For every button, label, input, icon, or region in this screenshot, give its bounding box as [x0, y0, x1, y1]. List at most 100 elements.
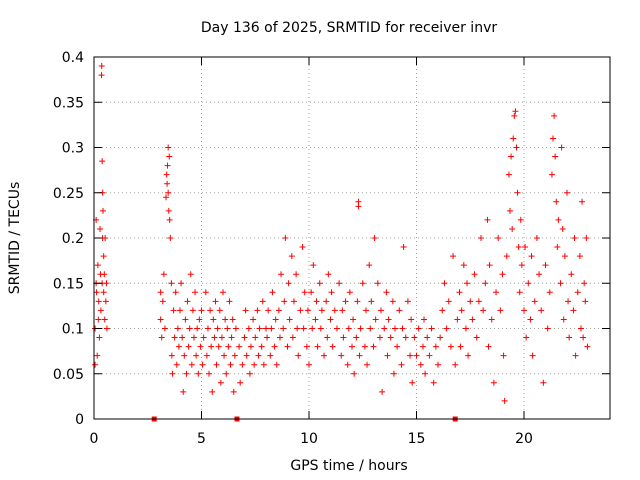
data-point — [417, 361, 424, 368]
data-point — [167, 235, 174, 241]
data-point — [560, 316, 567, 323]
data-point — [523, 334, 530, 341]
data-point — [553, 198, 560, 205]
data-point — [333, 325, 340, 332]
x-tick-label: 10 — [300, 431, 318, 447]
data-point — [458, 307, 465, 314]
data-point — [426, 352, 433, 359]
data-point — [189, 307, 196, 314]
data-point — [542, 262, 549, 269]
data-point — [571, 235, 578, 241]
data-point — [264, 334, 271, 341]
data-point — [297, 307, 304, 314]
data-point — [345, 325, 352, 332]
data-point — [407, 352, 414, 359]
data-point — [160, 271, 167, 278]
data-point — [452, 361, 459, 368]
data-point — [239, 361, 246, 368]
data-point — [259, 298, 266, 305]
data-point — [183, 370, 190, 377]
data-point — [385, 316, 392, 323]
data-point — [164, 180, 171, 187]
data-point — [215, 343, 222, 350]
data-point — [97, 307, 104, 314]
data-point — [572, 352, 579, 359]
data-point — [241, 334, 248, 341]
data-point — [550, 135, 557, 142]
y-tick-label: 0.05 — [53, 367, 84, 383]
data-point — [331, 307, 338, 314]
data-point — [194, 325, 201, 332]
data-point — [456, 289, 463, 296]
data-point — [486, 262, 493, 269]
data-point — [450, 253, 457, 260]
data-point — [359, 280, 366, 287]
data-point — [480, 307, 487, 314]
data-point — [558, 144, 565, 151]
data-point — [268, 325, 275, 332]
data-point — [357, 325, 364, 332]
data-point — [527, 316, 534, 323]
data-point — [570, 307, 577, 314]
data-point — [321, 352, 328, 359]
data-point — [250, 316, 257, 323]
data-point — [500, 352, 507, 359]
data-point — [181, 352, 188, 359]
data-point — [204, 325, 211, 332]
data-point — [559, 225, 566, 232]
data-point — [236, 343, 243, 350]
data-point — [402, 334, 409, 341]
data-point — [212, 298, 219, 305]
data-point — [280, 325, 287, 332]
data-point — [525, 280, 532, 287]
y-tick-label: 0.35 — [53, 95, 84, 111]
data-point — [308, 289, 315, 296]
data-point — [336, 280, 343, 287]
data-point — [306, 361, 312, 368]
data-point — [286, 316, 293, 323]
data-point — [389, 298, 396, 305]
data-point — [580, 334, 587, 341]
data-point — [169, 370, 176, 377]
data-point — [538, 307, 545, 314]
data-point — [346, 289, 353, 296]
data-point — [170, 307, 177, 314]
data-point — [499, 271, 506, 278]
data-point — [285, 280, 292, 287]
y-tick-label: 0 — [75, 412, 84, 428]
data-point — [437, 334, 444, 341]
data-point — [447, 343, 454, 350]
data-point — [163, 171, 170, 178]
data-point — [188, 361, 195, 368]
data-point — [272, 316, 279, 323]
data-point — [209, 388, 216, 395]
data-point — [245, 325, 252, 332]
data-point — [101, 271, 108, 278]
data-point — [464, 280, 471, 287]
data-point — [289, 334, 296, 341]
data-point — [485, 343, 492, 350]
data-point — [376, 334, 383, 341]
data-point — [293, 271, 300, 278]
data-point — [457, 343, 464, 350]
data-point — [323, 298, 330, 305]
data-point — [103, 280, 110, 287]
data-point — [415, 325, 422, 332]
data-point — [422, 370, 429, 377]
data-point — [482, 280, 489, 287]
data-point — [275, 307, 282, 314]
data-point — [516, 289, 523, 296]
data-point — [207, 307, 214, 314]
data-point — [510, 135, 517, 142]
data-point — [400, 244, 407, 251]
data-point — [548, 171, 555, 178]
data-point — [200, 334, 207, 341]
data-point — [349, 343, 355, 350]
x-axis-ticks: 0 5 10 15 20 — [90, 57, 533, 447]
data-point — [507, 207, 514, 214]
data-point — [98, 63, 105, 70]
data-point — [251, 361, 258, 368]
data-point — [467, 298, 474, 305]
data-point — [517, 216, 524, 223]
data-point — [202, 289, 209, 296]
